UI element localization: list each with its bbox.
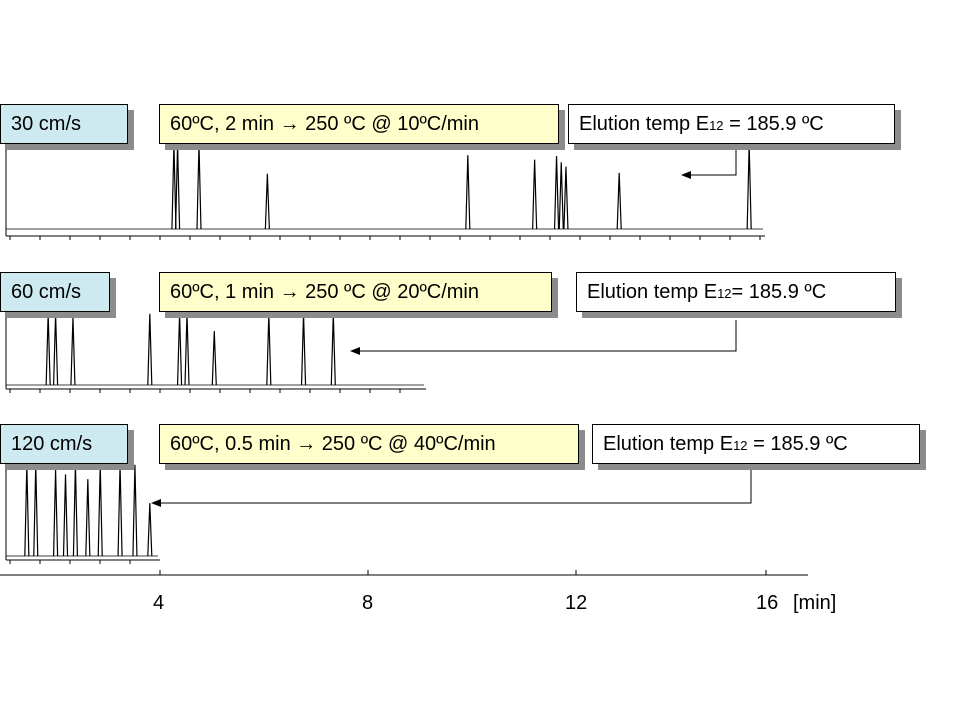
elution-subscript: 12 — [709, 118, 724, 133]
flow-rate-label-3: 120 cm/s — [0, 424, 128, 464]
chromatogram-peak — [532, 159, 538, 230]
elution-prefix: Elution temp E — [603, 433, 734, 455]
chromatogram-peak — [24, 464, 30, 557]
chromatogram-peak — [558, 162, 564, 230]
axis-tick-12: 12 — [565, 592, 588, 614]
flow-rate-label-2: 60 cm/s — [0, 272, 110, 312]
chromatogram-peak — [176, 313, 183, 386]
temperature-program-3: 60ºC, 0.5 min → 250 ºC @ 40ºC/min — [159, 424, 579, 464]
flow-rate-label-1: 30 cm/s — [0, 104, 128, 144]
chromatogram-peak — [211, 330, 217, 386]
temperature-program-1: 60ºC, 2 min → 250 ºC @ 10ºC/min — [159, 104, 559, 144]
chromatogram-peak — [465, 155, 471, 230]
chromatogram-peak — [174, 144, 181, 230]
chromatogram-peak — [171, 144, 177, 230]
chromatogram-60-cms — [5, 310, 426, 393]
chromatogram-peak — [72, 464, 79, 557]
elution-prefix: Elution temp E — [587, 281, 718, 303]
elution-temp-3: Elution temp E12 = 185.9 ºC — [592, 424, 920, 464]
chromatogram-peak — [85, 479, 91, 557]
chromatogram-peak — [147, 313, 153, 386]
chromatogram-peak — [70, 317, 76, 386]
elution-subscript: 12 — [733, 438, 748, 453]
temperature-program-2: 60ºC, 1 min → 250 ºC @ 20ºC/min — [159, 272, 552, 312]
axis-unit-label: [min] — [793, 592, 837, 614]
chromatogram-peak — [52, 313, 59, 386]
elution-value: = 185.9 ºC — [723, 113, 824, 135]
chromatogram-peak — [300, 313, 307, 386]
elution-temp-1: Elution temp E12 = 185.9 ºC — [568, 104, 895, 144]
chromatogram-peak — [62, 474, 69, 557]
elution-arrow-1-head — [681, 171, 691, 179]
chromatogram-peak — [553, 156, 560, 230]
axis-tick-8: 8 — [362, 592, 374, 614]
elution-arrow-3 — [158, 466, 752, 504]
elution-prefix: Elution temp E — [579, 113, 710, 135]
chromatogram-peak — [563, 166, 569, 230]
chromatogram-peak — [45, 313, 51, 386]
chromatogram-peak — [132, 464, 138, 557]
chromatogram-peak — [97, 464, 103, 557]
chromatogram-peak — [330, 313, 336, 386]
elution-arrow-2-head — [350, 347, 360, 355]
chromatogram-peak — [616, 172, 622, 230]
axis-tick-4: 4 — [153, 592, 165, 614]
chromatogram-peak — [147, 503, 153, 557]
chromatogram-peak — [196, 144, 202, 230]
chromatogram-30-cms — [5, 140, 765, 240]
chromatogram-peak — [746, 144, 752, 230]
elution-arrow-2 — [357, 320, 737, 352]
chromatogram-peak — [266, 313, 272, 386]
axis-tick-16: 16 — [756, 592, 779, 614]
chromatogram-120-cms — [5, 460, 160, 564]
elution-value: = 185.9 ºC — [731, 281, 827, 303]
chromatogram-peak — [184, 313, 190, 386]
chromatogram-peak — [117, 464, 123, 557]
chromatogram-peak — [264, 173, 270, 230]
elution-arrow-3-head — [151, 499, 161, 507]
elution-arrow-1 — [688, 146, 737, 176]
chromatogram-peak — [52, 469, 59, 557]
elution-value: = 185.9 ºC — [747, 433, 848, 455]
elution-subscript: 12 — [717, 286, 732, 301]
elution-temp-2: Elution temp E12= 185.9 ºC — [576, 272, 896, 312]
chromatogram-peak — [33, 464, 39, 557]
